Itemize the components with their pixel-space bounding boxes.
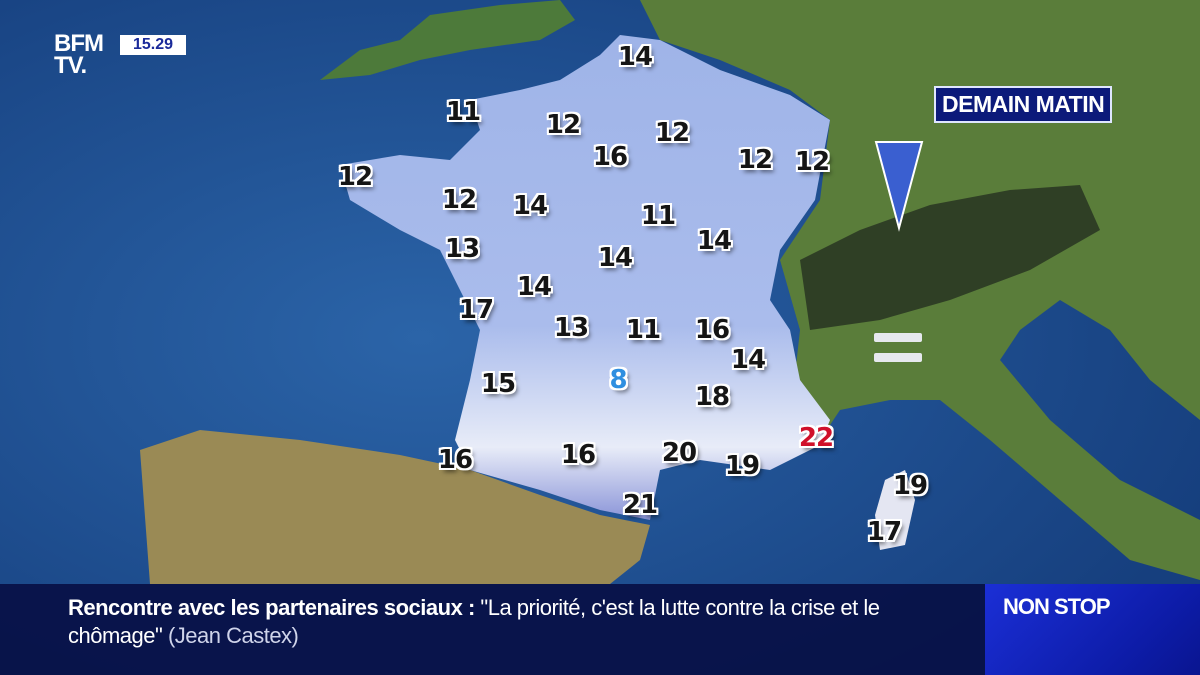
- france: [340, 35, 830, 520]
- temperature-label: 12: [654, 118, 690, 148]
- bfmtv-logo: BFM TV.: [54, 30, 104, 79]
- ticker-separator: :: [467, 595, 475, 620]
- clock: 15.29: [120, 35, 186, 55]
- ticker-text: Rencontre avec les partenaires sociaux :…: [68, 594, 968, 650]
- temperature-label: 14: [617, 42, 653, 72]
- temperature-label: 21: [622, 490, 658, 520]
- temperature-label: 8: [609, 365, 627, 395]
- temperature-label: 14: [696, 226, 732, 256]
- temperature-label: 19: [892, 471, 928, 501]
- temperature-label: 11: [640, 201, 676, 231]
- temperature-label: 16: [560, 440, 596, 470]
- alps: [800, 185, 1100, 330]
- logo-line1: BFM: [54, 30, 104, 57]
- corsica: [875, 470, 915, 550]
- temperature-label: 15: [480, 369, 516, 399]
- wind-arrow-down-icon: [874, 141, 924, 232]
- news-ticker: [0, 584, 985, 675]
- temperature-label: 12: [737, 145, 773, 175]
- temperature-label: 17: [458, 295, 494, 325]
- badge-label: NON STOP: [1003, 594, 1111, 619]
- temperature-label: 14: [516, 272, 552, 302]
- temperature-label: 12: [441, 185, 477, 215]
- temperature-label: 19: [724, 451, 760, 481]
- great-britain: [320, 0, 575, 80]
- temperature-label: 16: [694, 315, 730, 345]
- ticker-quote: "La priorité, c'est la lutte contre la c…: [68, 595, 880, 648]
- temperature-label: 11: [445, 97, 481, 127]
- temperature-label: 18: [694, 382, 730, 412]
- temperature-label: 14: [512, 191, 548, 221]
- temperature-label: 17: [866, 517, 902, 547]
- ticker-headline: Rencontre avec les partenaires sociaux: [68, 595, 463, 620]
- temperature-label: 12: [794, 147, 830, 177]
- temperature-label: 16: [592, 142, 628, 172]
- ticker-author: (Jean Castex): [167, 623, 299, 648]
- temperature-label: 13: [553, 313, 589, 343]
- fog-icon: [874, 333, 922, 362]
- temperature-label: 14: [730, 345, 766, 375]
- temperature-label: 13: [444, 234, 480, 264]
- temperature-label: 16: [437, 445, 473, 475]
- spain: [140, 430, 650, 584]
- map-title: DEMAIN MATIN: [934, 86, 1113, 123]
- non-stop-badge: NON STOP: [985, 584, 1200, 675]
- temperature-label: 11: [625, 315, 661, 345]
- temperature-label: 22: [798, 423, 834, 453]
- temperature-label: 20: [661, 438, 697, 468]
- temperature-label: 14: [597, 243, 633, 273]
- logo-line2: TV.: [54, 52, 87, 79]
- temperature-label: 12: [545, 110, 581, 140]
- temperature-label: 12: [337, 162, 373, 192]
